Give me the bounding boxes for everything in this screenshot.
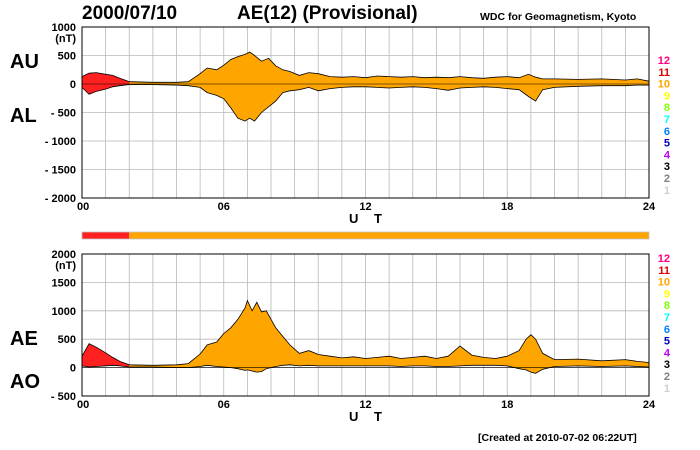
legend-level-1: 1: [664, 185, 670, 197]
x-tick-label: 12: [359, 399, 371, 411]
legend-level-10: 10: [658, 79, 670, 91]
y-tick-label: - 1000: [45, 136, 76, 148]
status-bar-frame: [81, 231, 650, 240]
legend-level-7: 7: [664, 312, 670, 324]
legend-level-4: 4: [664, 149, 671, 161]
x-axis-title: U T: [349, 211, 388, 226]
x-tick-label: 00: [77, 399, 89, 411]
y-tick-label: - 500: [51, 391, 76, 403]
x-axis-title: U T: [349, 409, 388, 424]
x-tick-label: 00: [77, 201, 89, 213]
y-tick-label: 500: [58, 51, 76, 63]
x-tick-label: 06: [218, 399, 230, 411]
legend-level-8: 8: [664, 102, 670, 114]
legend-level-3: 3: [664, 161, 670, 173]
side-label-ae: AE: [10, 328, 38, 350]
x-tick-label: 24: [643, 399, 656, 411]
legend-level-4: 4: [664, 347, 671, 359]
status-segment-level-10: [129, 232, 649, 239]
legend-level-3: 3: [664, 359, 670, 371]
legend-level-9: 9: [664, 90, 670, 102]
chart-date: 2000/07/10: [82, 3, 178, 24]
level-11-area: [82, 72, 130, 95]
level-11-area: [82, 343, 130, 367]
x-tick-label: 18: [501, 399, 513, 411]
legend-level-2: 2: [664, 371, 670, 383]
y-tick-label: 0: [70, 79, 76, 91]
x-tick-label: 12: [359, 201, 371, 213]
y-unit-label: (nT): [55, 33, 76, 45]
legend-level-11: 11: [658, 265, 670, 277]
side-label-ao: AO: [10, 371, 40, 393]
legend-level-8: 8: [664, 300, 670, 312]
side-label-al: AL: [10, 105, 37, 127]
y-tick-label: - 1500: [45, 165, 76, 177]
x-tick-label: 06: [218, 201, 230, 213]
chart-title: AE(12) (Provisional): [237, 3, 418, 24]
au-series-line: [81, 51, 650, 83]
legend-level-6: 6: [664, 126, 670, 138]
ae-ao-area: [82, 300, 649, 374]
y-tick-label: 1000: [52, 22, 76, 34]
legend-level-2: 2: [664, 173, 670, 185]
legend-level-12: 12: [658, 253, 670, 265]
side-label-au: AU: [10, 51, 39, 73]
data-source: WDC for Geomagnetism, Kyoto: [480, 11, 637, 23]
status-segment-level-11: [82, 232, 130, 239]
x-tick-label: 18: [501, 201, 513, 213]
legend-level-1: 1: [664, 383, 670, 395]
y-tick-label: 1500: [52, 277, 76, 289]
y-tick-label: 1000: [52, 306, 76, 318]
y-tick-label: 2000: [52, 249, 76, 261]
legend-level-10: 10: [658, 277, 670, 289]
y-tick-label: - 500: [51, 108, 76, 120]
legend-level-9: 9: [664, 288, 670, 300]
y-tick-label: 500: [58, 334, 76, 346]
plot-frame: [81, 253, 650, 397]
legend-level-11: 11: [658, 67, 670, 79]
legend-level-5: 5: [664, 138, 670, 150]
created-timestamp: [Created at 2010-07-02 06:22UT]: [478, 432, 637, 444]
legend-level-12: 12: [658, 55, 670, 67]
al-series-line: [81, 84, 649, 122]
ae-series-line: [81, 299, 650, 366]
x-tick-label: 24: [643, 201, 656, 213]
plot-frame: [81, 26, 650, 199]
y-tick-label: 0: [70, 363, 76, 375]
legend-level-6: 6: [664, 324, 670, 336]
y-unit-label: (nT): [55, 260, 76, 272]
y-tick-label: - 2000: [45, 193, 76, 205]
legend-level-7: 7: [664, 114, 670, 126]
legend-level-5: 5: [664, 336, 670, 348]
